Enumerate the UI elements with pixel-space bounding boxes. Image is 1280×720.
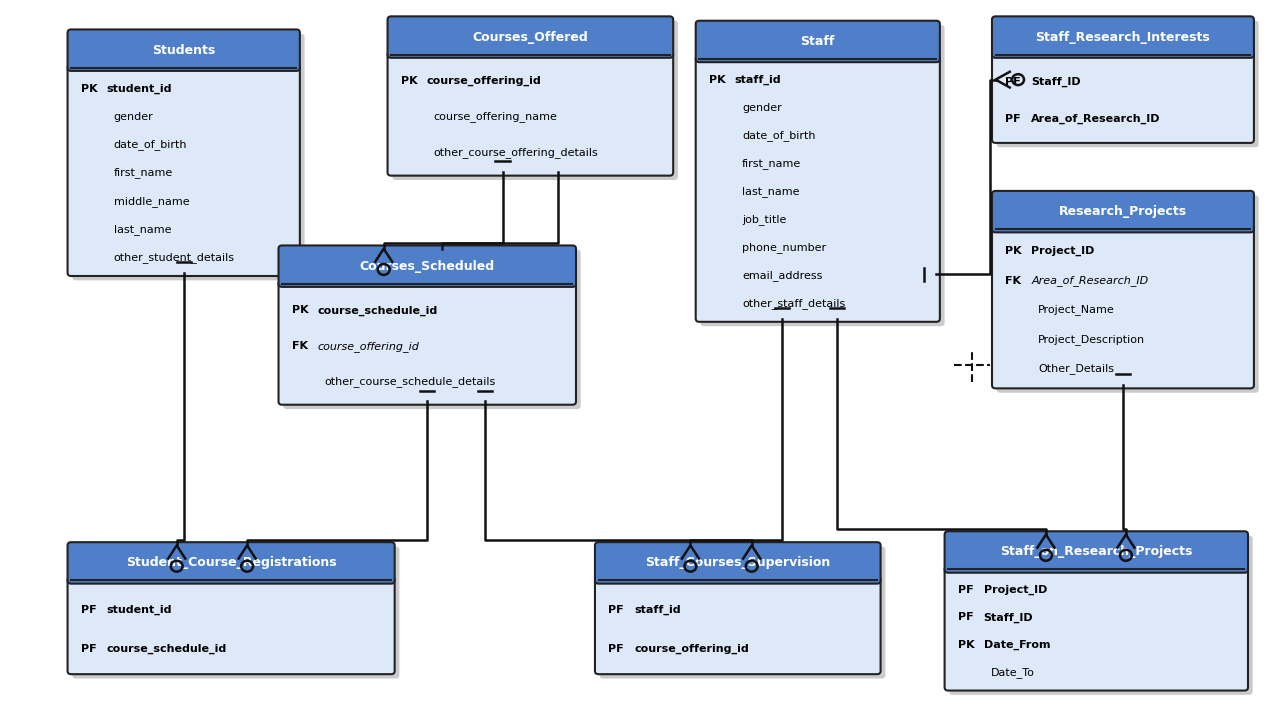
Text: student_id: student_id bbox=[106, 84, 173, 94]
FancyBboxPatch shape bbox=[696, 21, 940, 62]
Text: Project_ID: Project_ID bbox=[1032, 246, 1094, 256]
Text: PF: PF bbox=[957, 585, 973, 595]
Text: Staff_ID: Staff_ID bbox=[984, 612, 1033, 623]
Text: phone_number: phone_number bbox=[742, 242, 826, 253]
Text: course_offering_id: course_offering_id bbox=[426, 76, 541, 86]
Text: staff_id: staff_id bbox=[634, 605, 681, 615]
Text: other_staff_details: other_staff_details bbox=[742, 298, 845, 309]
Text: Project_ID: Project_ID bbox=[984, 585, 1047, 595]
FancyBboxPatch shape bbox=[388, 51, 673, 176]
Text: last_name: last_name bbox=[114, 224, 172, 235]
Text: Date_From: Date_From bbox=[984, 639, 1050, 650]
Text: last_name: last_name bbox=[742, 186, 800, 197]
Text: FK: FK bbox=[292, 341, 307, 351]
FancyBboxPatch shape bbox=[68, 542, 394, 584]
Text: course_offering_name: course_offering_name bbox=[434, 112, 558, 122]
FancyBboxPatch shape bbox=[992, 51, 1254, 143]
FancyBboxPatch shape bbox=[279, 246, 576, 287]
Text: course_schedule_id: course_schedule_id bbox=[106, 644, 227, 654]
FancyBboxPatch shape bbox=[68, 577, 394, 674]
FancyBboxPatch shape bbox=[992, 17, 1254, 58]
FancyBboxPatch shape bbox=[997, 195, 1258, 392]
FancyBboxPatch shape bbox=[72, 546, 399, 678]
FancyBboxPatch shape bbox=[595, 577, 881, 674]
FancyBboxPatch shape bbox=[68, 30, 300, 71]
Text: PK: PK bbox=[957, 640, 974, 650]
Text: PK: PK bbox=[401, 76, 417, 86]
FancyBboxPatch shape bbox=[392, 21, 678, 180]
Text: FK: FK bbox=[1005, 276, 1021, 286]
Text: PF: PF bbox=[608, 605, 623, 615]
FancyBboxPatch shape bbox=[68, 64, 300, 276]
Text: Staff_Research_Interests: Staff_Research_Interests bbox=[1036, 30, 1211, 44]
Text: Staff: Staff bbox=[800, 35, 835, 48]
Text: Courses_Scheduled: Courses_Scheduled bbox=[360, 260, 495, 273]
Text: student_id: student_id bbox=[106, 605, 173, 615]
Text: date_of_birth: date_of_birth bbox=[114, 140, 187, 150]
Text: other_student_details: other_student_details bbox=[114, 252, 234, 263]
Text: course_offering_id: course_offering_id bbox=[634, 644, 749, 654]
FancyBboxPatch shape bbox=[279, 280, 576, 405]
Text: middle_name: middle_name bbox=[114, 196, 189, 207]
FancyBboxPatch shape bbox=[283, 250, 581, 409]
FancyBboxPatch shape bbox=[595, 542, 881, 584]
FancyBboxPatch shape bbox=[945, 566, 1248, 690]
Text: Project_Name: Project_Name bbox=[1038, 305, 1115, 315]
Text: date_of_birth: date_of_birth bbox=[742, 130, 815, 141]
Text: Project_Description: Project_Description bbox=[1038, 334, 1146, 345]
Text: gender: gender bbox=[114, 112, 154, 122]
FancyBboxPatch shape bbox=[72, 34, 305, 280]
FancyBboxPatch shape bbox=[696, 55, 940, 322]
Text: Date_To: Date_To bbox=[991, 667, 1034, 678]
Text: Courses_Offered: Courses_Offered bbox=[472, 30, 589, 44]
FancyBboxPatch shape bbox=[992, 226, 1254, 388]
Text: Staff_ID: Staff_ID bbox=[1032, 77, 1080, 87]
Text: PF: PF bbox=[81, 605, 96, 615]
Text: course_offering_id: course_offering_id bbox=[317, 341, 420, 351]
Text: first_name: first_name bbox=[742, 158, 801, 169]
Text: PF: PF bbox=[1005, 114, 1020, 125]
Text: Research_Projects: Research_Projects bbox=[1059, 205, 1187, 218]
Text: staff_id: staff_id bbox=[735, 75, 781, 85]
Text: PF: PF bbox=[608, 644, 623, 654]
Text: Staff_Courses_Supervision: Staff_Courses_Supervision bbox=[645, 557, 831, 570]
FancyBboxPatch shape bbox=[945, 531, 1248, 572]
Text: other_course_offering_details: other_course_offering_details bbox=[434, 148, 599, 158]
FancyBboxPatch shape bbox=[992, 191, 1254, 233]
Text: Other_Details: Other_Details bbox=[1038, 364, 1114, 374]
Text: Area_of_Research_ID: Area_of_Research_ID bbox=[1032, 114, 1161, 125]
Text: email_address: email_address bbox=[742, 270, 822, 281]
FancyBboxPatch shape bbox=[950, 536, 1253, 695]
Text: other_course_schedule_details: other_course_schedule_details bbox=[325, 377, 495, 387]
Text: PF: PF bbox=[957, 613, 973, 622]
Text: first_name: first_name bbox=[114, 168, 173, 179]
Text: Students: Students bbox=[152, 44, 215, 57]
Text: PK: PK bbox=[1005, 246, 1021, 256]
Text: PK: PK bbox=[709, 75, 726, 85]
FancyBboxPatch shape bbox=[600, 546, 886, 678]
Text: PF: PF bbox=[81, 644, 96, 654]
Text: PF: PF bbox=[1005, 77, 1020, 87]
Text: PK: PK bbox=[292, 305, 308, 315]
Text: Student_Course_Registrations: Student_Course_Registrations bbox=[125, 557, 337, 570]
Text: gender: gender bbox=[742, 103, 782, 113]
FancyBboxPatch shape bbox=[388, 17, 673, 58]
Text: course_schedule_id: course_schedule_id bbox=[317, 305, 438, 315]
Text: Staff_on_Research_Projects: Staff_on_Research_Projects bbox=[1000, 546, 1193, 559]
FancyBboxPatch shape bbox=[997, 21, 1258, 148]
Text: PK: PK bbox=[81, 84, 97, 94]
Text: Area_of_Research_ID: Area_of_Research_ID bbox=[1032, 275, 1148, 286]
FancyBboxPatch shape bbox=[700, 25, 945, 326]
Text: job_title: job_title bbox=[742, 214, 786, 225]
